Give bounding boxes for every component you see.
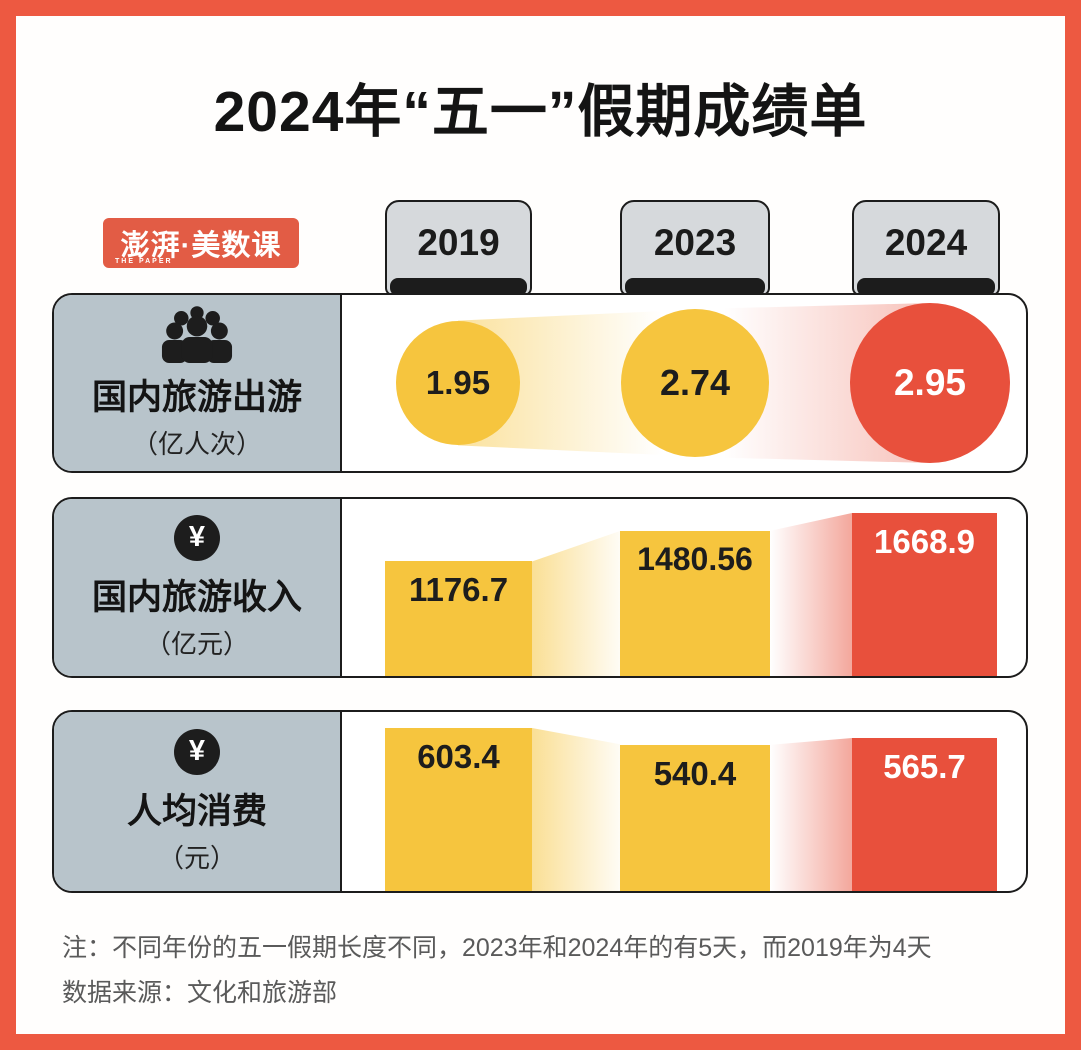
metric-row-revenue: ¥ 国内旅游收入 （亿元） 1176.7 1480.56 1668.9 (52, 497, 1028, 678)
bubble-2019: 1.95 (396, 321, 520, 445)
year-tab-label: 2019 (417, 222, 500, 263)
metric-unit: （元） (157, 842, 236, 873)
yen-icon: ¥ (174, 728, 220, 775)
bubble-value: 2.95 (893, 362, 966, 403)
metric-label-panel: ¥ 国内旅游收入 （亿元） (54, 499, 342, 676)
connector-red (770, 738, 852, 891)
year-tab-2024: 2024 (852, 200, 1000, 296)
row-chart-area: 1176.7 1480.56 1668.9 (342, 499, 1026, 676)
metric-label: 人均消费 (126, 791, 267, 831)
metric-row-trips: 国内旅游出游 （亿人次） 1.95 2.74 2.95 (52, 293, 1028, 473)
year-tab-2019: 2019 (385, 200, 532, 296)
yen-icon: ¥ (174, 514, 220, 561)
connector-yellow (532, 531, 620, 676)
year-tab-bar (857, 278, 995, 296)
logo-text: 澎湃·美数课 (120, 230, 282, 262)
metric-unit: （亿元） (144, 628, 249, 659)
bar-value: 1176.7 (408, 571, 509, 608)
metric-label-panel: ¥ 人均消费 （元） (54, 712, 342, 891)
bar-2023: 1480.56 (620, 531, 770, 676)
note-line: 注：不同年份的五一假期长度不同，2023年和2024年的有5天，而2019年为4… (62, 934, 932, 962)
year-tab-bar (625, 278, 765, 296)
metric-label: 国内旅游出游 (91, 378, 302, 417)
row-chart-area: 1.95 2.74 2.95 (342, 295, 1026, 471)
metric-row-spending: ¥ 人均消费 （元） 603.4 540.4 565.7 (52, 710, 1028, 893)
metric-label: 国内旅游收入 (91, 577, 302, 617)
bar-value: 603.4 (417, 738, 500, 775)
bar-2023: 540.4 (620, 745, 770, 891)
connector-yellow (532, 728, 620, 891)
bar-2024: 565.7 (852, 738, 997, 891)
metric-label-panel: 国内旅游出游 （亿人次） (54, 295, 342, 471)
bubble-value: 2.74 (659, 362, 731, 403)
note-line: 数据来源：文化和旅游部 (62, 979, 338, 1007)
crowd-icon (161, 306, 233, 363)
bar-2019: 1176.7 (385, 561, 532, 676)
bubble-2024: 2.95 (850, 303, 1010, 463)
bar-value: 565.7 (883, 748, 966, 785)
bar-value: 1480.56 (637, 541, 753, 577)
connector-red (770, 513, 852, 676)
logo-subtext: THE PAPER (115, 258, 173, 265)
footnotes: 注：不同年份的五一假期长度不同，2023年和2024年的有5天，而2019年为4… (62, 926, 932, 1016)
year-tab-2023: 2023 (620, 200, 770, 296)
page-title: 2024年“五一”假期成绩单 (213, 80, 868, 144)
bar-value: 1668.9 (874, 523, 975, 560)
bar-2019: 603.4 (385, 728, 532, 891)
bar-2024: 1668.9 (852, 513, 997, 676)
bubble-2023: 2.74 (621, 309, 769, 457)
metric-unit: （亿人次） (131, 429, 262, 459)
logo: 澎湃·美数课 THE PAPER (103, 218, 299, 268)
year-tab-label: 2024 (884, 222, 968, 263)
bar-value: 540.4 (653, 755, 737, 792)
year-tab-bar (390, 278, 527, 296)
bubble-value: 1.95 (425, 364, 491, 401)
year-tab-label: 2023 (653, 222, 737, 263)
row-chart-area: 603.4 540.4 565.7 (342, 712, 1026, 891)
